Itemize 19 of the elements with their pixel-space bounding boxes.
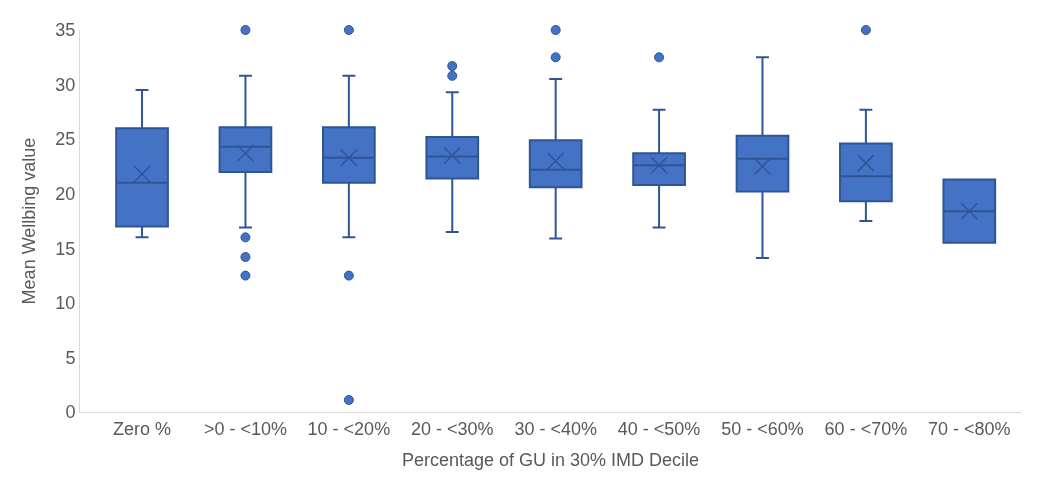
x-tick-label: Zero % bbox=[113, 418, 172, 439]
y-tick-label: 0 bbox=[65, 402, 76, 423]
x-tick-label: 10 - <20% bbox=[307, 418, 391, 439]
x-tick-label: 70 - <80% bbox=[928, 418, 1011, 439]
y-tick-label: 10 bbox=[55, 293, 76, 314]
x-tick-label: >0 - <10% bbox=[203, 418, 287, 439]
x-axis-title: Percentage of GU in 30% IMD Decile bbox=[401, 449, 700, 470]
y-tick-label: 5 bbox=[65, 347, 76, 368]
y-tick-label: 30 bbox=[55, 74, 76, 95]
x-tick-label: 60 - <70% bbox=[824, 418, 908, 439]
y-tick-label: 20 bbox=[55, 184, 76, 205]
y-tick-label: 35 bbox=[55, 20, 76, 41]
x-tick-label: 50 - <60% bbox=[721, 418, 804, 439]
y-tick-label: 15 bbox=[55, 238, 76, 259]
x-tick-label: 30 - <40% bbox=[514, 418, 597, 439]
y-tick-label: 25 bbox=[55, 129, 76, 150]
y-axis-title: Mean Wellbing value bbox=[18, 137, 39, 305]
x-tick-label: 40 - <50% bbox=[617, 418, 701, 439]
x-tick-label: 20 - <30% bbox=[410, 418, 494, 439]
